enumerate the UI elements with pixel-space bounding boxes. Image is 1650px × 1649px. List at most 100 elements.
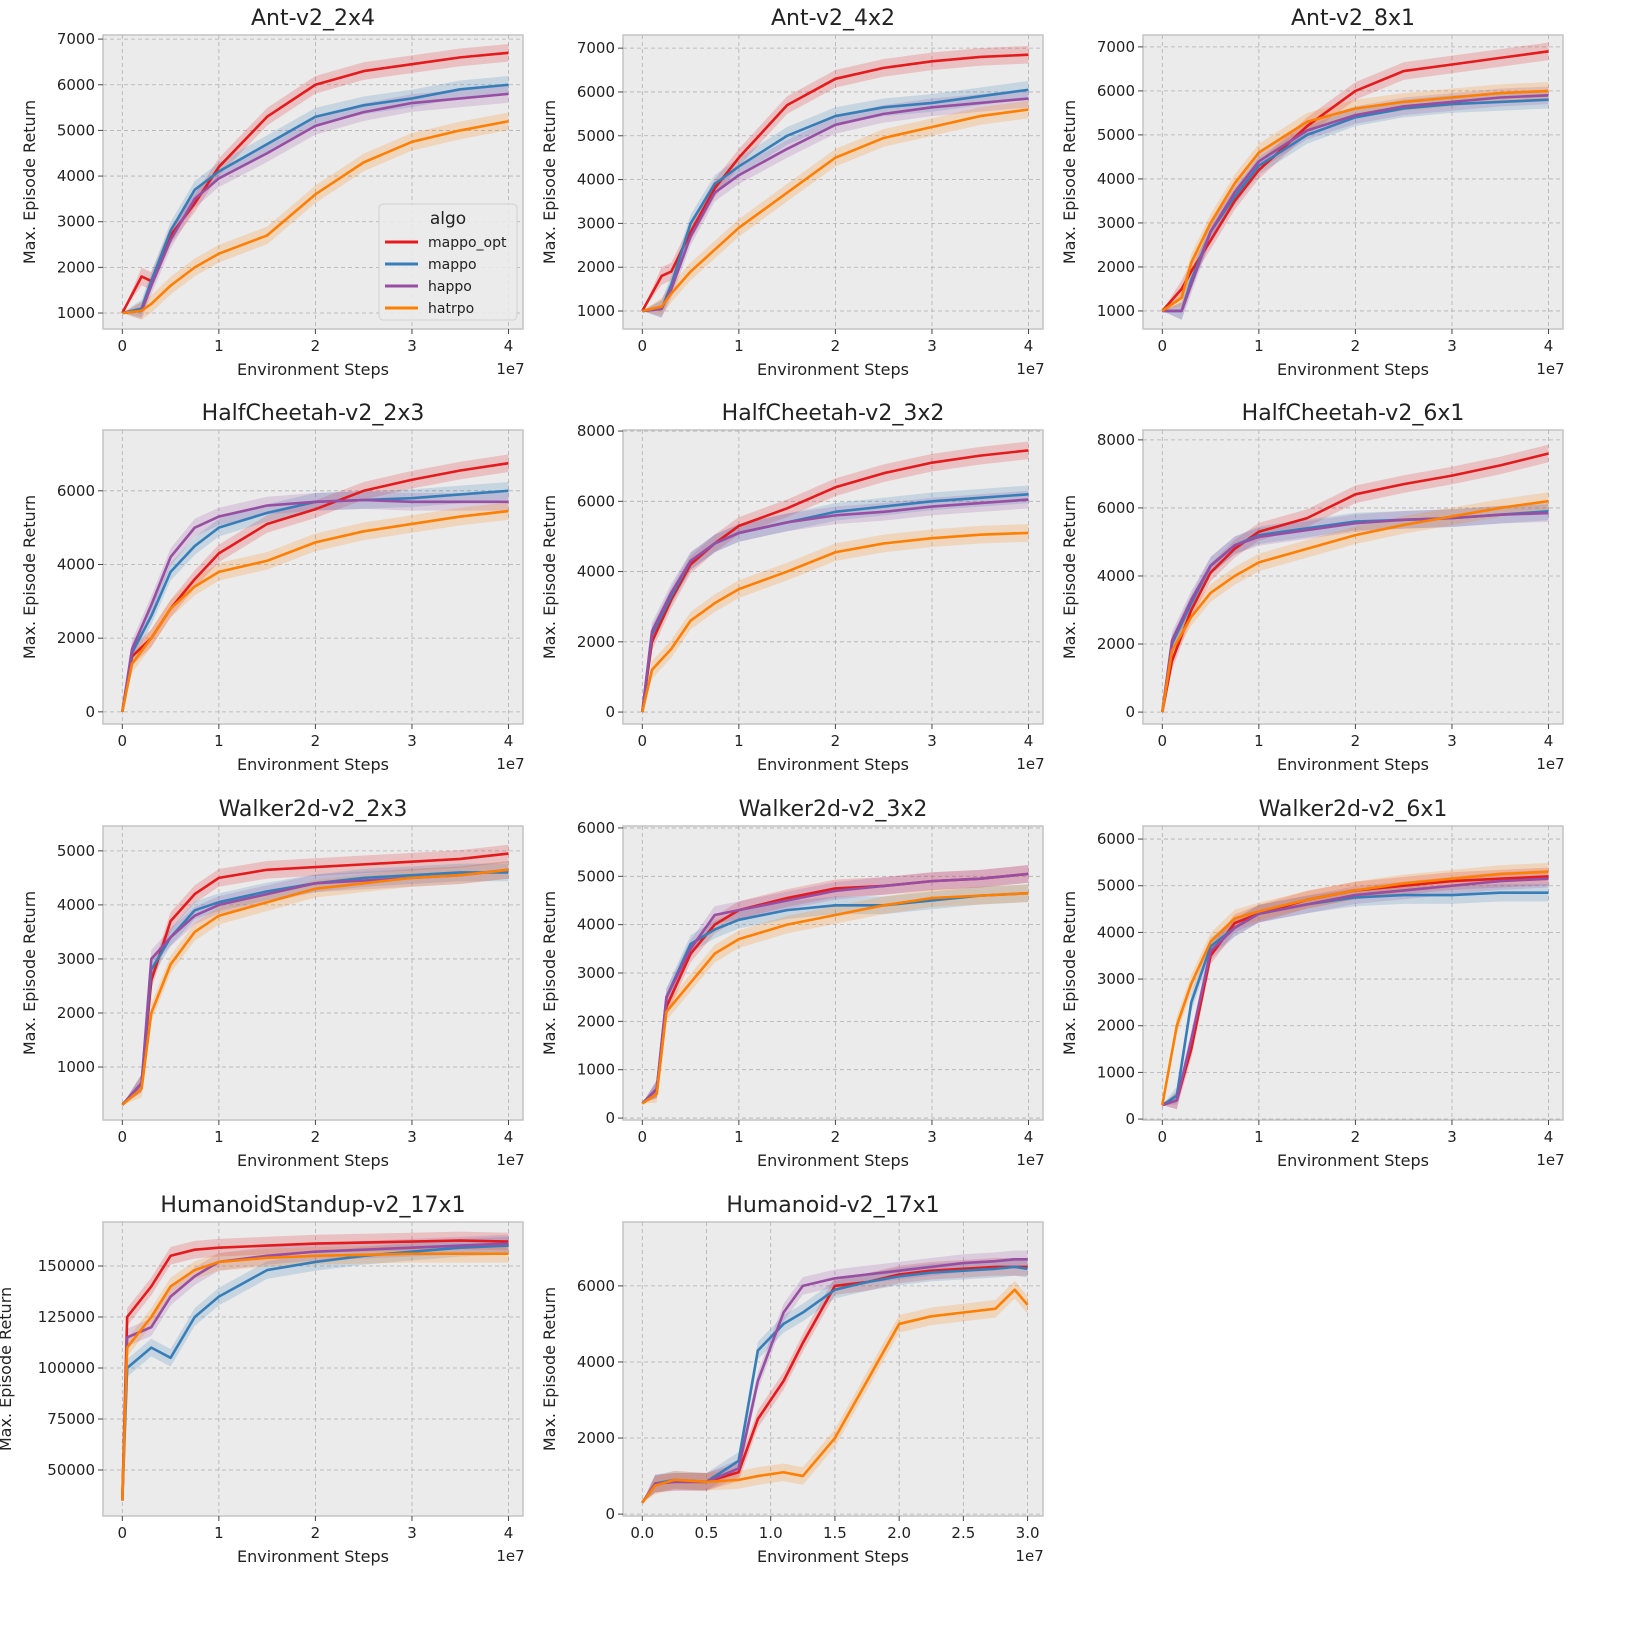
y-tick-label: 4000 [577, 171, 615, 189]
x-tick-label: 0 [638, 1128, 648, 1146]
x-tick-label: 3 [407, 337, 417, 355]
x-tick-label: 0 [1158, 1128, 1168, 1146]
series-line-mappo_opt [641, 53, 1029, 312]
subplot-title: Ant-v2_2x4 [251, 6, 375, 31]
y-tick-label: 4000 [57, 896, 95, 914]
y-tick-label: 2000 [577, 633, 615, 651]
y-tick-label: 2000 [57, 258, 95, 276]
series-line-mappo_opt [121, 1239, 509, 1501]
legend-label-mappo: mappo [428, 257, 477, 273]
subplot: 0 1 2 3 4 1000 2000 3000 4000 5000 6000 7000 Ant-v2_… [540, 6, 1045, 379]
x-axis-label: Environment Steps [237, 1151, 389, 1170]
subplot: 0 1 2 3 4 1000 2000 3000 4000 5000 6000 7000 Ant-v2_… [1060, 6, 1565, 379]
y-tick-label: 3000 [57, 950, 95, 968]
y-tick-label: 8000 [1097, 431, 1135, 449]
y-tick-label: 2000 [577, 1012, 615, 1030]
y-tick-label: 1000 [577, 302, 615, 320]
x-tick-label: 1 [734, 1128, 744, 1146]
y-tick-label: 2000 [57, 1004, 95, 1022]
confidence-band-hatrpo [122, 502, 509, 712]
x-tick-label: 3 [927, 337, 937, 355]
x-offset-label: 1e7 [496, 755, 524, 773]
subplot: 0 1 2 3 4 1000 2000 3000 4000 5000 Walker2d-v2_2x3… [20, 797, 525, 1170]
y-tick-label: 0 [85, 703, 95, 721]
y-tick-label: 3000 [1097, 214, 1135, 232]
x-tick-label: 4 [1024, 732, 1034, 750]
y-tick-label: 3000 [577, 964, 615, 982]
confidence-band-happo [642, 1250, 1028, 1503]
x-tick-label: 3 [407, 1524, 417, 1542]
series-line-mappo [122, 83, 509, 315]
series-line-hatrpo [641, 1288, 1029, 1504]
y-axis-label: Max. Episode Return [540, 1287, 559, 1451]
y-tick-label: 4000 [577, 916, 615, 934]
y-axis-label: Max. Episode Return [1060, 495, 1079, 659]
x-tick-label: 2 [1351, 1128, 1361, 1146]
subplot-title: Humanoid-v2_17x1 [726, 1193, 939, 1218]
y-tick-label: 1000 [57, 1058, 95, 1076]
x-tick-label: 1 [734, 337, 744, 355]
x-offset-label: 1e7 [1015, 1547, 1043, 1565]
x-axis-label: Environment Steps [757, 755, 909, 774]
subplot: 0 1 2 3 4 0 2000 4000 6000 8000 HalfCheetah-v2_3x2… [540, 401, 1045, 774]
y-axis-label: Max. Episode Return [1060, 100, 1079, 264]
y-axis-label: Max. Episode Return [20, 495, 39, 659]
plot-area [622, 34, 1044, 330]
legend-label-hatrpo: hatrpo [428, 301, 474, 317]
x-tick-label: 3 [407, 1128, 417, 1146]
plot-area [1142, 34, 1564, 330]
confidence-band-mappo_opt [642, 1258, 1028, 1503]
subplot-title: HalfCheetah-v2_6x1 [1242, 401, 1465, 426]
x-offset-label: 1e7 [1536, 360, 1564, 378]
x-tick-label: 3 [927, 1128, 937, 1146]
confidence-band-mappo_opt [642, 441, 1029, 713]
confidence-band-hatrpo [122, 112, 509, 320]
x-tick-label: 0 [1158, 337, 1168, 355]
confidence-band-hatrpo [642, 524, 1029, 713]
x-axis-label: Environment Steps [1277, 360, 1429, 379]
x-tick-label: 0 [118, 732, 128, 750]
y-tick-label: 4000 [57, 555, 95, 573]
y-tick-label: 6000 [57, 76, 95, 94]
x-tick-label: 1.0 [759, 1524, 783, 1542]
x-tick-label: 4 [504, 732, 514, 750]
legend-box [378, 203, 518, 321]
x-offset-label: 1e7 [1016, 755, 1044, 773]
y-tick-label: 5000 [57, 121, 95, 139]
x-axis-label: Environment Steps [757, 360, 909, 379]
series-line-hatrpo [121, 868, 509, 1106]
y-tick-label: 6000 [1097, 830, 1135, 848]
confidence-band-hatrpo [642, 100, 1029, 316]
x-tick-label: 1 [1254, 732, 1264, 750]
series-line-mappo_opt [121, 51, 509, 314]
y-tick-label: 150000 [38, 1257, 95, 1275]
subplot-title: HalfCheetah-v2_3x2 [722, 401, 945, 426]
x-offset-label: 1e7 [496, 1151, 524, 1169]
subplot: 0.0 0.5 1.0 1.5 2.0 2.5 3.0 0 2000 4000 6000 Humano… [540, 1193, 1044, 1566]
y-tick-label: 2000 [577, 258, 615, 276]
x-offset-label: 1e7 [496, 1547, 524, 1565]
y-tick-label: 1000 [1097, 302, 1135, 320]
x-axis-label: Environment Steps [757, 1547, 909, 1566]
subplot-title: Ant-v2_4x2 [771, 6, 895, 31]
series-line-happo [121, 498, 509, 713]
series-line-hatrpo [642, 108, 1029, 313]
x-tick-label: 2 [1351, 732, 1361, 750]
y-tick-label: 4000 [1097, 567, 1135, 585]
y-tick-label: 1000 [1097, 1063, 1135, 1081]
y-tick-label: 4000 [577, 563, 615, 581]
confidence-band-mappo_opt [1162, 444, 1549, 713]
y-tick-label: 6000 [1097, 499, 1135, 517]
series-line-hatrpo [641, 891, 1029, 1105]
legend-label-mappo_opt: mappo_opt [428, 235, 507, 251]
y-tick-label: 125000 [38, 1308, 95, 1326]
x-tick-label: 3 [1447, 1128, 1457, 1146]
x-tick-label: 0 [118, 1524, 128, 1542]
y-tick-label: 4000 [1097, 170, 1135, 188]
x-tick-label: 2 [311, 337, 321, 355]
series-line-mappo [642, 88, 1029, 313]
x-axis-label: Environment Steps [757, 1151, 909, 1170]
series-line-hatrpo [1161, 89, 1549, 313]
x-axis-label: Environment Steps [237, 360, 389, 379]
y-tick-label: 2000 [57, 629, 95, 647]
